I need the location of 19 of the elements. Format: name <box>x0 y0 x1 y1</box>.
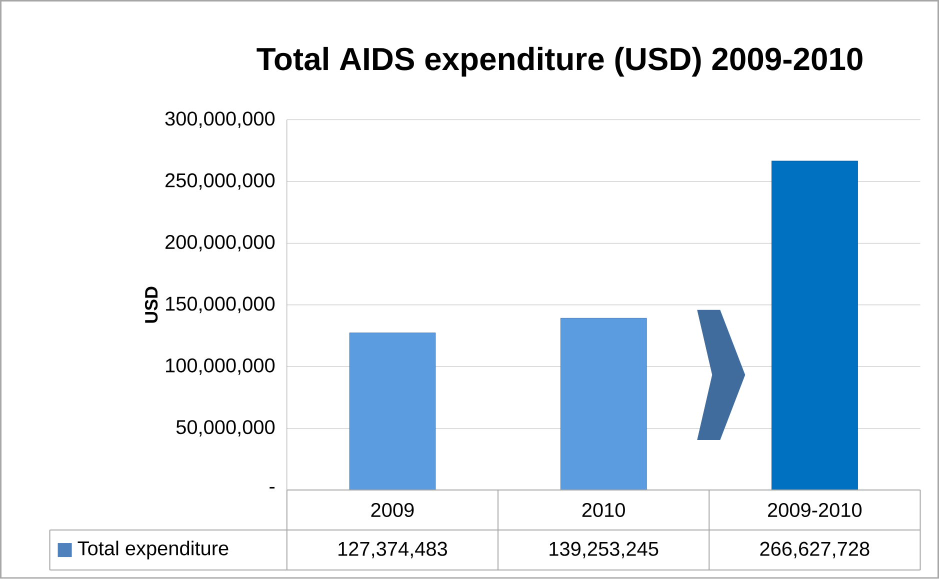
x-tick-label: 2009 <box>371 503 414 518</box>
data-label: 127,374,483 <box>338 542 447 558</box>
y-axis-title: USD <box>144 286 158 323</box>
bar <box>560 318 647 490</box>
y-tick-label: 200,000,000 <box>166 235 275 252</box>
chart-title: Total AIDS expenditure (USD) 2009-2010 <box>256 47 862 77</box>
y-tick-label: - <box>270 487 274 489</box>
y-tick-label: 100,000,000 <box>166 358 275 375</box>
y-tick-label: 150,000,000 <box>166 296 275 314</box>
x-tick-label: 2010 <box>582 503 625 518</box>
y-tick-label: 250,000,000 <box>166 173 275 190</box>
data-label: 266,627,728 <box>760 542 870 558</box>
data-label: 139,253,245 <box>550 542 658 558</box>
y-tick-label: 300,000,000 <box>165 112 275 128</box>
bar <box>771 160 858 490</box>
text: Total expenditure <box>78 540 228 560</box>
x-tick-label: 2009-2010 <box>768 503 862 518</box>
y-tick-label: 50,000,000 <box>176 420 275 437</box>
bar <box>349 332 436 490</box>
